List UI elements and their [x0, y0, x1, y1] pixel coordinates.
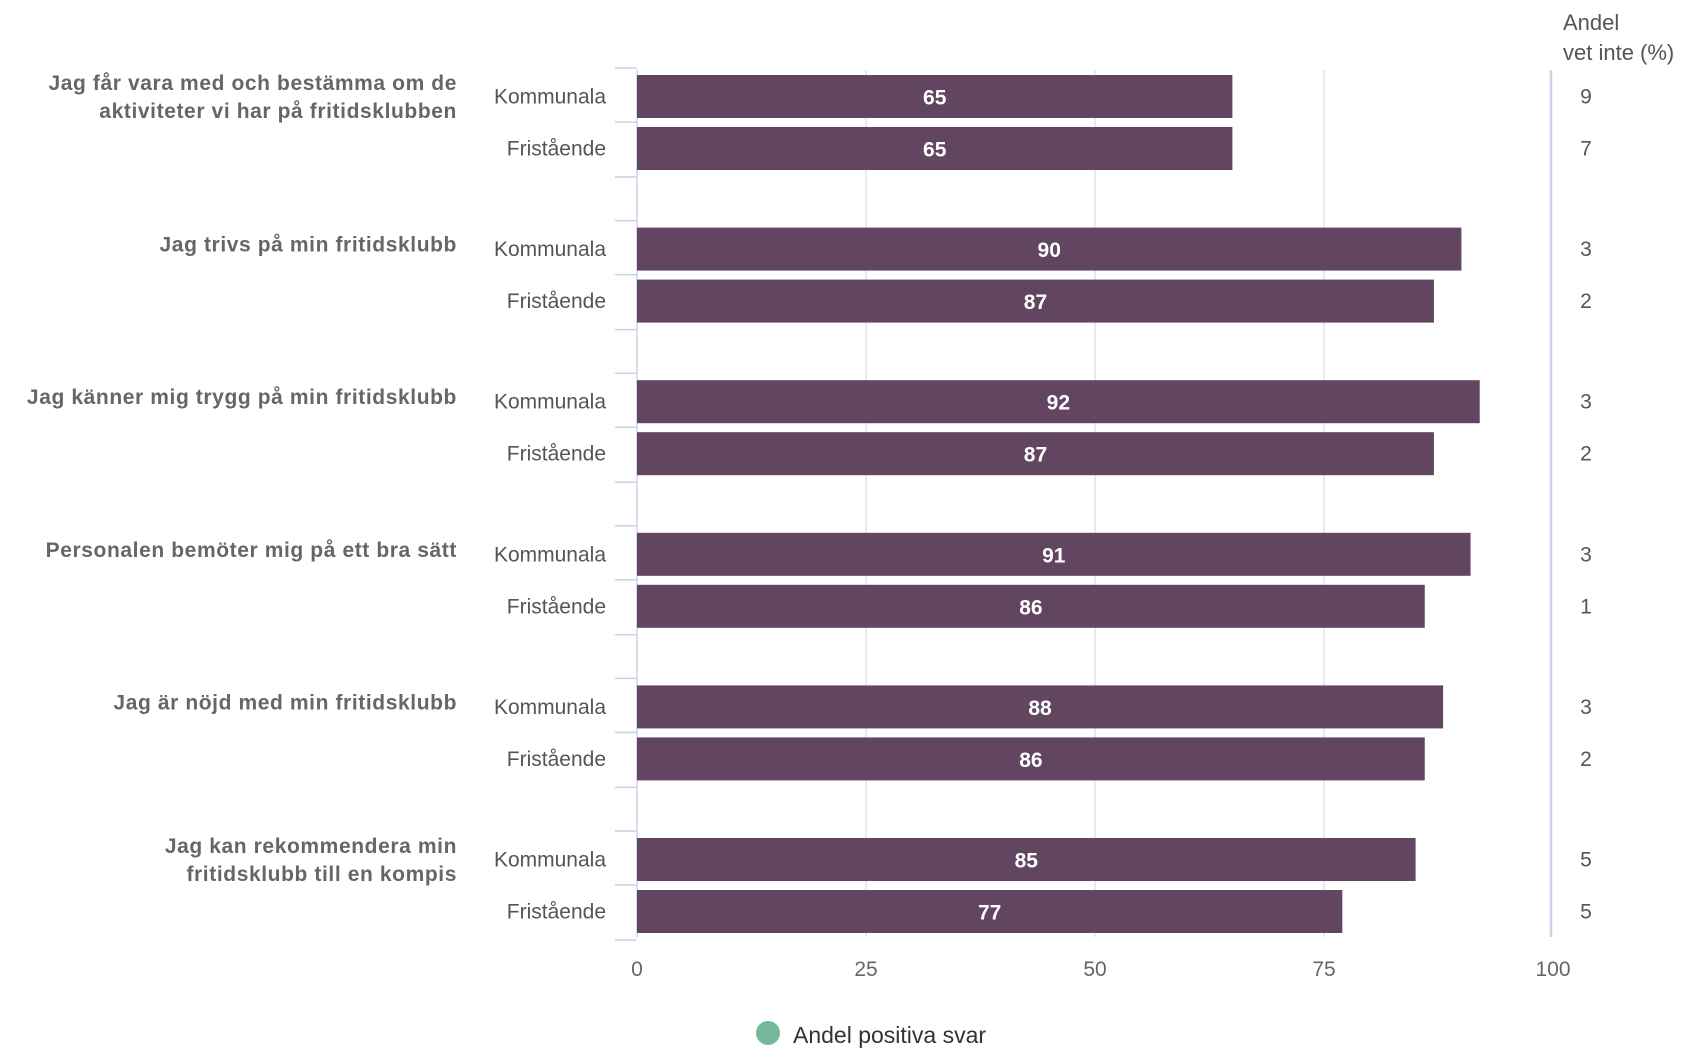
dont-know-value: 2: [1580, 290, 1592, 313]
bar-value-label: 87: [1024, 444, 1047, 467]
bar: [637, 279, 1434, 323]
group-label: Kommunala: [494, 238, 606, 261]
bar: [637, 890, 1343, 933]
group-label: Fristående: [507, 443, 606, 466]
bar: [637, 432, 1434, 476]
bar-value-label: 90: [1038, 239, 1061, 262]
bar: [637, 532, 1471, 576]
bar-value-label: 65: [923, 139, 947, 162]
bar: [637, 737, 1425, 781]
dont-know-value: 3: [1580, 391, 1592, 414]
x-tick-label: 50: [1083, 958, 1106, 981]
bar-value-label: 77: [978, 902, 1001, 925]
bar-value-label: 91: [1042, 544, 1066, 567]
bar: [637, 227, 1462, 271]
question-label: Jag kan rekommendera min: [165, 835, 457, 858]
group-label: Kommunala: [494, 391, 606, 414]
x-tick-label: 75: [1312, 958, 1335, 981]
dont-know-header: Andel: [1563, 10, 1619, 35]
dont-know-value: 2: [1580, 443, 1592, 466]
bar-value-label: 65: [923, 87, 947, 110]
group-label: Kommunala: [494, 849, 606, 872]
group-label: Fristående: [507, 290, 606, 313]
x-tick-label: 0: [631, 958, 643, 981]
legend-swatch: [756, 1021, 780, 1045]
bar: [637, 584, 1425, 628]
dont-know-value: 7: [1580, 138, 1592, 161]
bar: [637, 75, 1233, 118]
bar: [637, 838, 1416, 881]
question-label: aktiviteter vi har på fritidsklubben: [99, 100, 457, 123]
dont-know-value: 2: [1580, 748, 1592, 771]
question-label: Jag trivs på min fritidsklubb: [160, 234, 457, 257]
dont-know-value: 3: [1580, 543, 1592, 566]
bar: [637, 685, 1444, 729]
dont-know-value: 1: [1580, 595, 1592, 618]
group-label: Fristående: [507, 595, 606, 618]
group-label: Fristående: [507, 138, 606, 161]
bar-value-label: 88: [1028, 697, 1052, 720]
group-label: Kommunala: [494, 696, 606, 719]
dont-know-value: 3: [1580, 696, 1592, 719]
bar-value-label: 87: [1024, 291, 1047, 314]
question-label: Jag får vara med och bestämma om de: [49, 72, 458, 95]
bar: [637, 380, 1480, 424]
bar-value-label: 86: [1019, 596, 1042, 619]
dont-know-value: 5: [1580, 849, 1592, 872]
x-tick-label: 25: [854, 958, 877, 981]
legend-label: Andel positiva svar: [793, 1022, 986, 1048]
x-tick-label: 100: [1535, 958, 1570, 981]
bar-value-label: 85: [1015, 850, 1039, 873]
dont-know-value: 9: [1580, 86, 1592, 109]
question-label: Jag känner mig trygg på min fritidsklubb: [27, 386, 457, 409]
dont-know-header: vet inte (%): [1563, 40, 1674, 65]
group-label: Fristående: [507, 901, 606, 924]
bar-value-label: 92: [1047, 392, 1070, 415]
group-label: Fristående: [507, 748, 606, 771]
question-label: Personalen bemöter mig på ett bra sätt: [46, 539, 457, 562]
question-label: Jag är nöjd med min fritidsklubb: [113, 691, 457, 714]
bar: [637, 127, 1233, 170]
dont-know-value: 5: [1580, 901, 1592, 924]
dont-know-value: 3: [1580, 238, 1592, 261]
question-label: fritidsklubb till en kompis: [186, 863, 457, 886]
group-label: Kommunala: [494, 86, 606, 109]
group-label: Kommunala: [494, 543, 606, 566]
bar-value-label: 86: [1019, 749, 1042, 772]
